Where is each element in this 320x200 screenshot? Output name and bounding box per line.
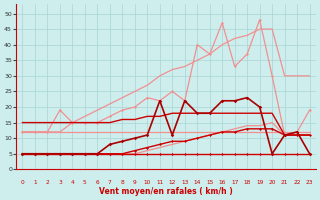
X-axis label: Vent moyen/en rafales ( km/h ): Vent moyen/en rafales ( km/h ) — [99, 187, 233, 196]
